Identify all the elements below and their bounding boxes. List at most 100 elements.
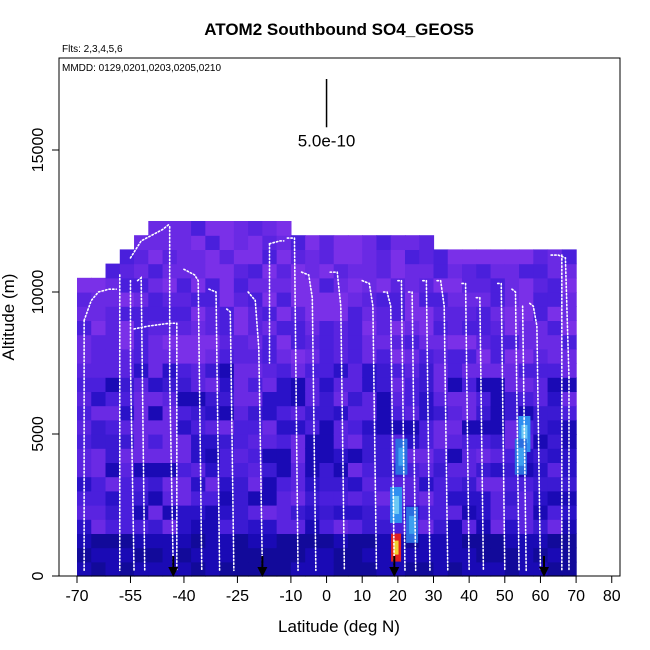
heatmap-cell <box>176 547 192 563</box>
heatmap-cell <box>347 405 363 421</box>
heatmap-cell <box>504 533 520 549</box>
heatmap-cell <box>219 320 235 336</box>
heatmap-cell <box>119 405 135 421</box>
heatmap-cell <box>404 434 420 449</box>
heatmap-cell <box>219 377 235 392</box>
heatmap-cell <box>276 448 292 463</box>
heatmap-cell <box>504 490 520 506</box>
heatmap-cell <box>276 405 292 421</box>
scale-bar-label: 5.0e-10 <box>298 131 356 150</box>
heatmap-cell <box>419 419 435 435</box>
heatmap-cell <box>119 519 135 534</box>
heatmap-cell <box>462 490 477 506</box>
heatmap-cell <box>91 434 107 449</box>
x-tick-label: 0 <box>322 588 331 605</box>
heatmap-cell <box>533 348 549 364</box>
heatmap-cell <box>319 334 335 350</box>
heatmap-cell <box>533 434 549 449</box>
heatmap-cell <box>447 476 463 492</box>
heatmap-cell <box>233 277 249 293</box>
heatmap-cell <box>462 448 477 463</box>
heatmap-cell <box>176 434 192 449</box>
heatmap-cell <box>176 462 192 478</box>
heatmap-cell <box>248 249 263 265</box>
heatmap-cell <box>148 221 164 236</box>
heatmap-cell <box>148 476 164 492</box>
heatmap-cell <box>233 306 249 321</box>
heatmap-cell <box>205 419 221 435</box>
heatmap-cell <box>519 249 534 265</box>
heatmap-cell <box>462 462 477 478</box>
heatmap-cell <box>533 377 549 392</box>
heatmap-cell <box>347 363 363 378</box>
heatmap-cell <box>547 476 563 492</box>
heatmap-cell <box>547 277 563 293</box>
heatmap-cell <box>433 505 449 520</box>
heatmap-cell <box>176 263 192 279</box>
heatmap-cell <box>205 249 221 265</box>
heatmap-cell <box>319 419 335 435</box>
heatmap-cell <box>362 434 378 449</box>
heatmap-cell <box>248 462 263 478</box>
heatmap-cell <box>504 348 520 364</box>
heatmap-cell <box>305 547 321 563</box>
heatmap-cell <box>433 292 449 307</box>
heatmap-cell <box>119 547 135 563</box>
heatmap-cell <box>490 405 506 421</box>
heatmap-cell <box>419 249 435 265</box>
heatmap-cell <box>134 505 149 520</box>
heatmap-cell <box>262 434 278 449</box>
heatmap-cell <box>248 533 263 549</box>
heatmap-cell <box>462 476 477 492</box>
heatmap-cell <box>105 476 121 492</box>
heatmap-cell <box>362 348 378 364</box>
heatmap-cell <box>148 306 164 321</box>
heatmap-cell <box>233 448 249 463</box>
flight-track <box>168 225 175 572</box>
heatmap-cell <box>362 533 378 549</box>
heatmap-cell <box>105 320 121 336</box>
flight-track <box>83 288 118 322</box>
heatmap-cell <box>77 277 92 293</box>
heatmap-cell <box>262 490 278 506</box>
heatmap-cell <box>148 405 164 421</box>
heatmap-cell <box>148 377 164 392</box>
arrow-head <box>539 567 550 577</box>
heatmap-cell <box>233 249 249 265</box>
heatmap-cell <box>233 377 249 392</box>
heatmap-cell <box>319 277 335 293</box>
heatmap-cell <box>462 249 477 265</box>
heatmap-cell <box>305 490 321 506</box>
heatmap-cell <box>404 561 420 577</box>
heatmap-cell <box>119 277 135 293</box>
heatmap-cell <box>233 405 249 421</box>
heatmap-cell <box>248 306 263 321</box>
heatmap-cell <box>390 334 406 350</box>
flight-track <box>183 268 203 572</box>
heatmap-cell <box>262 235 278 250</box>
heatmap-cell <box>362 320 378 336</box>
heatmap-cell <box>319 249 335 265</box>
x-tick-label: -40 <box>172 588 195 605</box>
heatmap-cell <box>547 391 563 407</box>
heatmap-cell <box>134 462 149 478</box>
heatmap-cell <box>162 476 178 492</box>
heatmap-cell <box>233 519 249 534</box>
heatmap-cell <box>376 434 392 449</box>
heatmap-cell <box>276 476 292 492</box>
x-tick-label: 10 <box>353 588 371 605</box>
heatmap-cell <box>561 320 577 336</box>
heatmap-cell <box>205 533 221 549</box>
heatmap-cell <box>191 391 206 407</box>
heatmap-cell <box>533 405 549 421</box>
heatmap-cell <box>233 505 249 520</box>
flight-track <box>268 240 285 245</box>
heatmap-cell <box>447 320 463 336</box>
heatmap-cell <box>77 419 92 435</box>
heatmap-cell <box>262 363 278 378</box>
heatmap-cell <box>176 533 192 549</box>
heatmap-cell <box>305 476 321 492</box>
heatmap-cell <box>319 292 335 307</box>
heatmap-cell <box>362 405 378 421</box>
